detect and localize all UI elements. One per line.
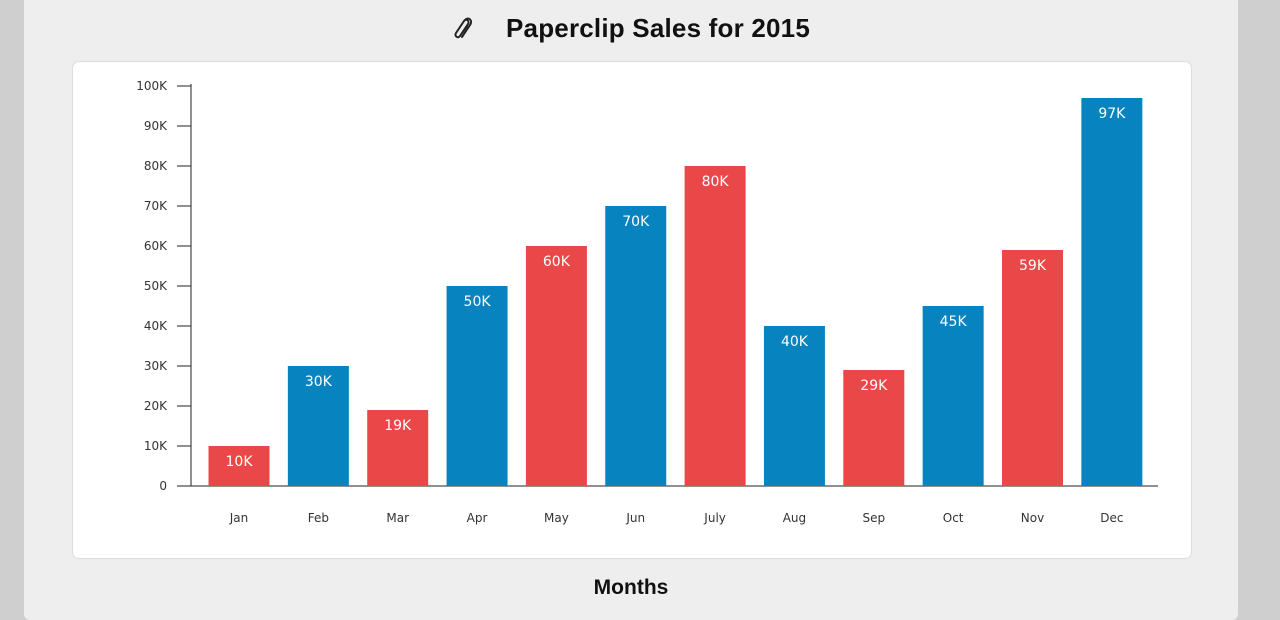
x-tick-label: Mar [386,511,409,525]
bar-value-label: 60K [543,254,571,270]
bar-value-label: 29K [860,378,888,394]
y-tick-label: 60K [144,239,168,253]
y-tick-label: 70K [144,199,168,213]
chart-card: 0 10K 20K 30K 40K 50K 60K 70K 80K 90K 100K 10K Jan 30… [72,61,1192,559]
bar [446,286,508,486]
bar [208,446,270,486]
bar [287,366,349,486]
y-tick-label: 20K [144,399,168,413]
bar [367,410,429,486]
x-tick-label: Apr [467,511,488,525]
chart-page: Paperclip Sales for 2015 0 10K 20K 30K 40K 50… [24,0,1238,620]
y-tick-label: 0 [159,479,167,493]
x-tick-label: Oct [943,511,964,525]
x-tick-label: Jun [625,511,645,525]
bar-chart: 0 10K 20K 30K 40K 50K 60K 70K 80K 90K 100K 10K Jan 30… [136,79,1158,525]
y-tick-label: 30K [144,359,168,373]
bar [1081,98,1143,486]
y-tick-label: 90K [144,119,168,133]
y-tick-label: 50K [144,279,168,293]
bar-value-label: 97K [1098,106,1126,122]
bar [684,166,746,486]
chart-title: Paperclip Sales for 2015 [506,12,810,43]
x-tick-label: May [544,511,569,525]
bar-value-label: 70K [622,214,650,230]
x-tick-label: Feb [308,511,329,525]
x-tick-label: Jan [229,511,249,525]
paperclip-icon [452,15,476,41]
bar [605,206,667,486]
y-tick-label: 10K [144,439,168,453]
bar [843,370,905,486]
bar-value-label: 45K [940,314,968,330]
x-tick-label: Nov [1021,511,1044,525]
x-tick-label: Sep [862,511,885,525]
bar-value-label: 59K [1019,258,1047,274]
x-tick-label: July [703,511,726,525]
bar-value-label: 50K [464,294,492,310]
bar-value-label: 30K [305,374,333,390]
bar [922,306,984,486]
title-row: Paperclip Sales for 2015 [24,8,1238,48]
bar [763,326,825,486]
bar-value-label: 40K [781,334,809,350]
x-tick-label: Aug [783,511,806,525]
bar-value-label: 19K [384,418,412,434]
bar [525,246,587,486]
bar [1002,250,1063,486]
x-tick-label: Dec [1100,511,1123,525]
bar-value-label: 10K [226,454,254,470]
x-axis-label: Months [593,576,669,599]
y-tick-label: 40K [144,319,168,333]
y-tick-label: 100K [136,79,168,93]
y-tick-label: 80K [144,159,168,173]
bar-value-label: 80K [702,174,730,190]
